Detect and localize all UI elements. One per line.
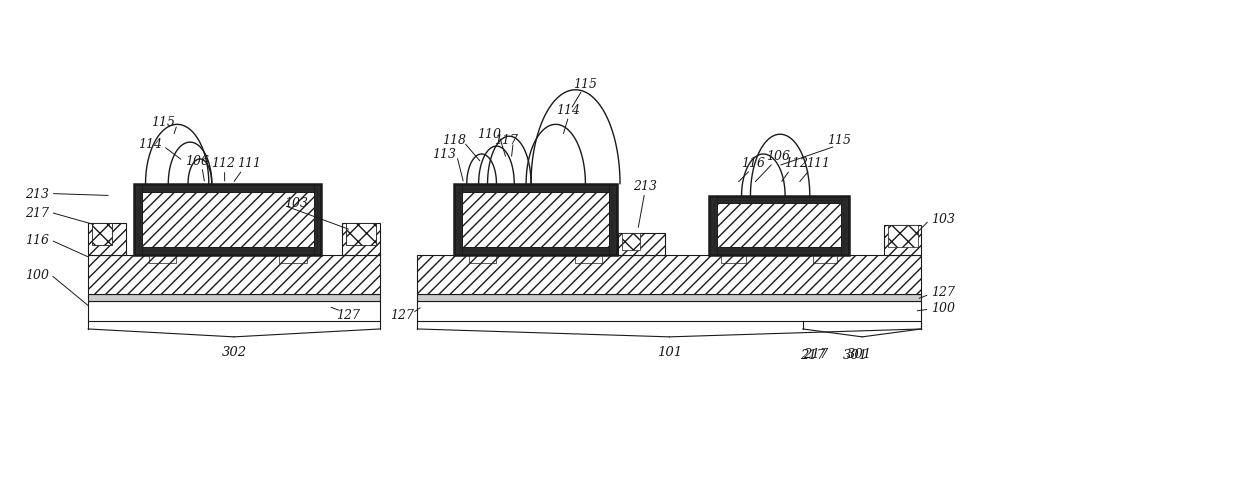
Text: 101: 101	[657, 345, 682, 358]
Bar	[88, 224, 125, 255]
Bar	[134, 184, 321, 255]
Bar	[88, 255, 379, 295]
Text: 117: 117	[495, 133, 518, 146]
Text: 103: 103	[931, 212, 955, 225]
Bar	[92, 224, 112, 245]
Text: 106: 106	[766, 150, 790, 163]
Bar	[454, 184, 618, 192]
Text: 110: 110	[477, 128, 501, 141]
Text: 106: 106	[185, 155, 210, 168]
Text: 111: 111	[237, 157, 262, 170]
Bar	[842, 196, 849, 255]
Text: 111: 111	[806, 157, 830, 170]
Bar	[139, 189, 316, 251]
Text: 301: 301	[847, 348, 872, 360]
Text: 114: 114	[139, 137, 162, 150]
Bar	[709, 196, 717, 255]
Text: 213: 213	[25, 188, 48, 201]
Bar	[454, 184, 461, 255]
Bar	[346, 224, 376, 245]
Bar	[709, 196, 849, 255]
Bar	[418, 295, 921, 301]
Text: 103: 103	[284, 196, 308, 209]
Bar	[314, 184, 321, 255]
Bar	[709, 196, 849, 204]
Text: 116: 116	[25, 234, 48, 247]
Text: 100: 100	[931, 301, 955, 314]
Bar	[884, 226, 921, 255]
Text: 118: 118	[441, 133, 466, 146]
Text: 115: 115	[151, 116, 175, 129]
Bar	[574, 252, 603, 263]
Text: 116: 116	[742, 157, 765, 170]
Text: 127: 127	[391, 308, 414, 321]
Text: 127: 127	[931, 285, 955, 298]
Bar	[622, 234, 640, 251]
Text: 112: 112	[784, 157, 808, 170]
Text: 100: 100	[25, 268, 48, 281]
Text: 113: 113	[432, 147, 456, 160]
Bar	[454, 247, 618, 255]
Bar	[134, 184, 321, 192]
Text: 217: 217	[25, 206, 48, 219]
Bar	[714, 201, 844, 251]
Bar	[141, 192, 314, 247]
Bar	[459, 189, 613, 251]
Bar	[134, 184, 141, 255]
Bar	[609, 184, 618, 255]
Text: 114: 114	[557, 104, 580, 117]
Bar	[149, 252, 176, 263]
Text: 217: 217	[800, 348, 826, 361]
Text: 301: 301	[843, 348, 868, 361]
Text: 112: 112	[211, 157, 234, 170]
Bar	[717, 204, 842, 247]
Bar	[454, 184, 618, 255]
Bar	[418, 255, 921, 295]
Text: 213: 213	[632, 180, 657, 193]
Bar	[469, 252, 496, 263]
Bar	[134, 247, 321, 255]
Text: 302: 302	[222, 345, 247, 358]
Bar	[418, 301, 921, 322]
Text: 115: 115	[827, 133, 852, 146]
Bar	[709, 247, 849, 255]
Text: 115: 115	[573, 78, 598, 91]
Bar	[88, 301, 379, 322]
Bar	[461, 192, 609, 247]
Bar	[720, 253, 745, 263]
Bar	[88, 295, 379, 301]
Bar	[812, 253, 837, 263]
Bar	[279, 252, 306, 263]
Bar	[342, 224, 379, 255]
Bar	[888, 226, 918, 247]
Text: 127: 127	[336, 308, 360, 321]
Bar	[618, 234, 666, 255]
Text: 217: 217	[804, 348, 828, 360]
